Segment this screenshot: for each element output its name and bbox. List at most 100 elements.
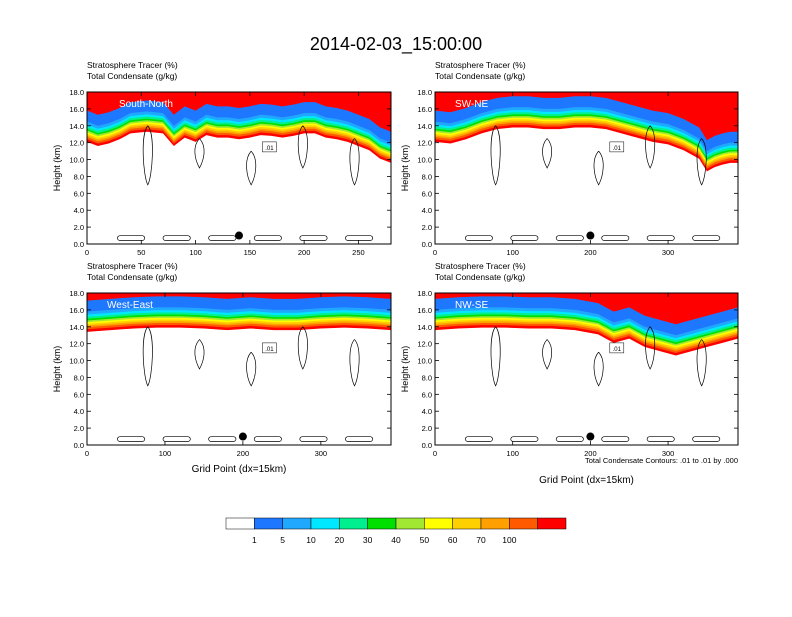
contour-label-box	[609, 342, 625, 354]
tracer-fill	[435, 293, 738, 356]
y-tick-label: 18.0	[69, 88, 84, 97]
contour-upper	[696, 138, 707, 186]
colorbar-label: 70	[476, 535, 486, 545]
tracer-band-max	[87, 293, 391, 301]
contour-upper	[542, 138, 553, 169]
storm-center-marker	[586, 231, 595, 240]
x-axis-label: Grid Point (dx=15km)	[539, 475, 634, 486]
contour-low	[299, 436, 328, 442]
y-tick-label: 8.0	[74, 373, 84, 382]
contour-low	[464, 235, 493, 241]
colorbar-label: 30	[363, 535, 373, 545]
contour-low	[208, 235, 237, 241]
colorbar: 1 5 10 20 30 40 50 60 70 100	[225, 517, 567, 545]
y-tick-label: 2.0	[74, 223, 84, 232]
x-tick-label: 300	[662, 248, 675, 257]
panel-header-condensate: Total Condensate (g/kg)	[435, 272, 525, 282]
contour-upper	[645, 326, 656, 370]
x-tick-label: 50	[137, 248, 145, 257]
contour-low	[253, 235, 282, 241]
contour-low	[345, 235, 374, 241]
contour-upper	[645, 125, 656, 169]
contour-upper	[349, 138, 360, 186]
contour-low	[464, 436, 493, 442]
tracer-fill	[87, 92, 391, 163]
y-tick-label: 10.0	[417, 357, 432, 366]
colorbar-label: 50	[420, 535, 430, 545]
y-tick-label: 10.0	[69, 156, 84, 165]
y-tick-label: 4.0	[422, 407, 432, 416]
y-axis-label: Height (km)	[400, 145, 410, 192]
contour-upper	[593, 150, 604, 186]
tracer-band	[87, 92, 391, 143]
y-tick-label: 18.0	[417, 88, 432, 97]
tracer-band-max	[87, 92, 391, 132]
x-tick-label: 150	[244, 248, 257, 257]
y-tick-label: 12.0	[417, 340, 432, 349]
y-tick-label: 4.0	[74, 206, 84, 215]
y-axis-label: Height (km)	[400, 346, 410, 393]
contour-low	[555, 436, 584, 442]
storm-center-marker	[238, 432, 247, 441]
plot-frame	[434, 91, 739, 245]
contour-low	[162, 436, 191, 442]
contour-upper	[194, 339, 205, 370]
contour-label: .01	[265, 347, 274, 353]
contour-low	[692, 436, 721, 442]
colorbar-swatch	[480, 517, 510, 530]
condensate-contours	[464, 125, 721, 241]
panel-header-tracer: Stratosphere Tracer (%)	[87, 261, 178, 271]
main-title: 2014-02-03_15:00:00	[310, 34, 482, 55]
colorbar-swatch	[282, 517, 312, 530]
y-tick-label: 16.0	[417, 306, 432, 315]
panel-header-tracer: Stratosphere Tracer (%)	[435, 60, 526, 70]
x-tick-label: 0	[433, 248, 437, 257]
panel-south-north: Stratosphere Tracer (%)Total Condensate …	[52, 60, 392, 257]
contour-upper	[246, 150, 257, 186]
contour-upper	[194, 138, 205, 169]
panel-header-tracer: Stratosphere Tracer (%)	[87, 60, 178, 70]
x-tick-label: 300	[662, 449, 675, 458]
colorbar-label: 60	[448, 535, 458, 545]
contour-note: Total Condensate Contours: .01 to .01 by…	[585, 456, 738, 465]
storm-center-marker	[235, 231, 243, 240]
panel-header-tracer: Stratosphere Tracer (%)	[435, 261, 526, 271]
colorbar-swatch	[452, 517, 482, 530]
section-label: SW-NE	[455, 99, 488, 110]
panel-west-east: Stratosphere Tracer (%)Total Condensate …	[52, 261, 392, 475]
plot-frame	[86, 292, 392, 446]
y-tick-label: 6.0	[74, 390, 84, 399]
colorbar-swatch	[367, 517, 397, 530]
contour-low	[162, 235, 191, 241]
contour-low	[345, 436, 374, 442]
section-label: NW-SE	[455, 300, 488, 311]
plot-frame	[434, 292, 739, 446]
y-tick-label: 14.0	[417, 122, 432, 131]
x-axis-label: Grid Point (dx=15km)	[192, 464, 287, 475]
tracer-fill	[87, 293, 391, 332]
y-tick-label: 16.0	[69, 105, 84, 114]
y-tick-label: 8.0	[74, 172, 84, 181]
condensate-contours	[464, 326, 721, 442]
y-tick-label: 18.0	[417, 289, 432, 298]
x-tick-label: 200	[237, 449, 250, 458]
y-tick-label: 4.0	[74, 407, 84, 416]
contour-upper	[349, 339, 360, 387]
colorbar-label: 100	[502, 535, 516, 545]
y-tick-label: 2.0	[422, 223, 432, 232]
colorbar-label: 1	[252, 535, 257, 545]
x-tick-label: 200	[584, 248, 597, 257]
tracer-band-max	[435, 92, 738, 141]
contour-upper	[142, 125, 153, 186]
colorbar-swatch	[395, 517, 425, 530]
colorbar-label: 40	[391, 535, 401, 545]
y-tick-label: 4.0	[422, 206, 432, 215]
y-tick-label: 0.0	[74, 441, 84, 450]
y-tick-label: 10.0	[69, 357, 84, 366]
tracer-fill	[435, 92, 738, 172]
contour-low	[646, 436, 675, 442]
y-tick-label: 14.0	[69, 122, 84, 131]
plot-frame	[86, 91, 392, 245]
contour-low	[646, 235, 675, 241]
